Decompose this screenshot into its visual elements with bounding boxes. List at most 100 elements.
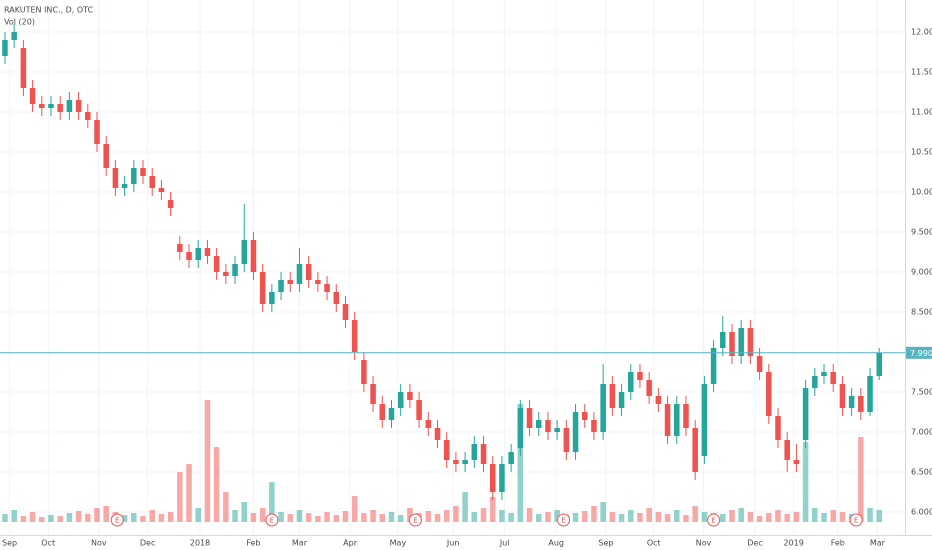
- candle-body: [489, 464, 496, 492]
- candle-body: [563, 428, 570, 452]
- candle-body: [618, 392, 625, 408]
- candle-body: [655, 396, 662, 404]
- candle-body: [177, 244, 183, 252]
- x-tick-label: Mar: [292, 539, 308, 548]
- candle-body: [241, 240, 248, 264]
- candle-body: [858, 396, 864, 412]
- volume-bar: [11, 510, 17, 522]
- candle-body: [775, 416, 781, 440]
- y-tick-label: 10.0000: [911, 188, 932, 197]
- volume-bar: [793, 512, 800, 522]
- volume-bar: [223, 492, 229, 522]
- candle-body: [232, 264, 238, 276]
- volume-bar: [600, 502, 606, 522]
- candle-body: [572, 412, 579, 452]
- candle-body: [720, 332, 726, 348]
- x-tick-label: Jul: [499, 539, 510, 548]
- volume-bar: [618, 514, 625, 522]
- candle-body: [278, 280, 284, 292]
- candle-body: [287, 280, 294, 284]
- volume-bar: [250, 513, 257, 522]
- volume-bar: [471, 512, 478, 522]
- volume-bar: [526, 508, 533, 522]
- earnings-marker: [110, 513, 124, 527]
- volume-layer: [2, 400, 882, 522]
- volume-bar: [434, 514, 441, 522]
- candle-body: [379, 404, 386, 420]
- x-tick-label: Nov: [696, 539, 712, 548]
- candle-body: [195, 248, 201, 260]
- candle-body: [2, 40, 8, 56]
- y-tick-label: 12.0000: [911, 28, 932, 37]
- y-tick-label: 10.5000: [911, 148, 932, 157]
- x-tick-label: Sep: [2, 539, 17, 548]
- last-price-label: 7.9900: [910, 349, 932, 358]
- volume-bar: [66, 513, 73, 522]
- candle-body: [112, 168, 119, 188]
- volume-bar: [361, 513, 367, 522]
- volume-bar: [646, 508, 652, 522]
- volume-bar: [876, 510, 882, 522]
- candle-body: [830, 372, 836, 384]
- volume-bar: [121, 515, 128, 522]
- candle-body: [729, 332, 735, 356]
- volume-bar: [195, 508, 201, 522]
- volume-bar: [39, 517, 45, 522]
- candle-body: [848, 396, 855, 408]
- candle-body: [397, 392, 404, 408]
- volume-bar: [802, 442, 809, 522]
- candle-body: [756, 356, 763, 372]
- candle-body: [259, 272, 266, 304]
- grid-layer: [0, 0, 905, 535]
- volume-bar: [627, 510, 634, 522]
- candle-body: [876, 352, 882, 376]
- x-tick-label: May: [390, 539, 407, 548]
- volume-bar: [462, 492, 468, 522]
- candle-body: [517, 408, 524, 448]
- x-tick-label: Mar: [870, 539, 886, 548]
- candle-body: [793, 460, 800, 464]
- volume-bar: [425, 511, 432, 522]
- candle-body: [324, 284, 330, 292]
- candle-body: [333, 292, 340, 304]
- volume-bar: [821, 513, 827, 522]
- candle-body: [20, 48, 27, 88]
- candle-body: [140, 168, 146, 176]
- volume-bar: [232, 510, 238, 522]
- earnings-label: E: [270, 517, 274, 525]
- candle-body: [103, 144, 109, 168]
- volume-bar: [554, 510, 560, 522]
- volume-bar: [581, 511, 588, 522]
- candle-body: [664, 404, 671, 436]
- candle-layer: [2, 24, 882, 500]
- candle-body: [269, 292, 275, 304]
- candle-body: [223, 272, 229, 276]
- candle-body: [710, 348, 717, 384]
- candle-body: [462, 460, 468, 464]
- volume-bar: [94, 508, 100, 522]
- earnings-marker: [265, 513, 279, 527]
- volume-bar: [839, 512, 846, 522]
- candle-body: [75, 100, 82, 112]
- volume-bar: [241, 502, 248, 522]
- candle-body: [296, 264, 303, 284]
- earnings-label: E: [115, 517, 119, 525]
- x-tick-label: Dec: [140, 539, 155, 548]
- candle-body: [416, 400, 422, 420]
- x-tick-label: 2018: [190, 539, 210, 548]
- volume-bar: [738, 508, 744, 522]
- volume-bar: [167, 512, 174, 522]
- candle-body: [361, 360, 367, 384]
- candle-body: [591, 420, 597, 432]
- candle-body: [186, 252, 192, 260]
- candle-body: [342, 304, 349, 320]
- candle-body: [812, 376, 818, 388]
- volume-bar: [499, 510, 505, 522]
- earnings-label: E: [561, 517, 565, 525]
- candle-body: [766, 372, 772, 416]
- volume-bar: [545, 512, 551, 522]
- volume-bar: [572, 513, 579, 522]
- volume-bar: [591, 506, 597, 522]
- x-tick-label: Feb: [831, 539, 845, 548]
